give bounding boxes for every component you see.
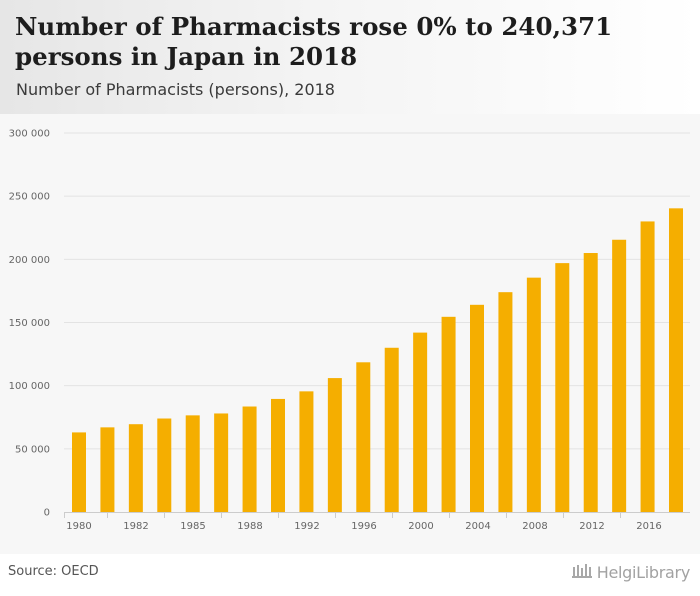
bar [157,418,172,512]
x-tick-label: 2012 [579,521,604,532]
bar [299,391,314,512]
bar [669,208,683,512]
bar [612,239,627,513]
bar [356,362,371,512]
library-columns-icon [571,561,593,583]
bar [72,432,86,512]
bar [526,277,541,512]
bar [128,424,143,512]
x-tick-label: 1992 [294,521,319,532]
source-note: Source: OECD [8,564,99,579]
bar [441,316,456,512]
x-tick-label: 1980 [66,521,91,532]
bar [640,221,655,512]
y-tick-label: 0 [44,508,50,519]
x-tick-label: 2016 [636,521,661,532]
brand-logo[interactable]: HelgiLibrary [571,560,690,584]
x-tick-label: 2008 [522,521,547,532]
chart-subtitle: Number of Pharmacists (persons), 2018 [16,80,335,99]
plot-area [0,114,700,554]
y-tick-label: 250 000 [9,192,50,203]
x-tick-label: 2000 [408,521,433,532]
chart-title: Number of Pharmacists rose 0% to 240,371… [15,12,613,71]
bar [214,413,229,512]
bar [555,263,570,512]
bar [384,347,399,512]
bar [470,304,484,512]
x-axis: 1980 1982 1985 1988 1992 1996 2000 2004 2008 2012… [64,512,690,532]
bar [100,427,115,512]
y-tick-label: 50 000 [15,444,50,455]
x-tick-label: 1988 [237,521,262,532]
x-tick-label: 1996 [351,521,376,532]
x-tick-label: 1982 [123,521,148,532]
bars [72,208,683,513]
footer [0,554,700,596]
bar [185,415,200,512]
y-tick-label: 100 000 [9,381,50,392]
y-tick-label: 200 000 [9,255,50,266]
brand-name: HelgiLibrary [596,562,691,582]
bar [242,406,257,512]
bar [327,378,342,512]
bar [413,332,428,512]
bar [498,292,513,512]
bar [271,398,285,512]
x-tick-label: 2004 [465,521,490,532]
x-tick-label: 1985 [180,521,205,532]
y-tick-label: 300 000 [9,129,50,140]
bar [583,253,598,512]
y-axis-ticks: 0 50 000 100 000 150 000 200 000 250 000 300 0… [9,129,50,519]
y-tick-label: 150 000 [9,318,50,329]
header: Number of Pharmacists rose 0% to 240,371… [0,0,700,114]
